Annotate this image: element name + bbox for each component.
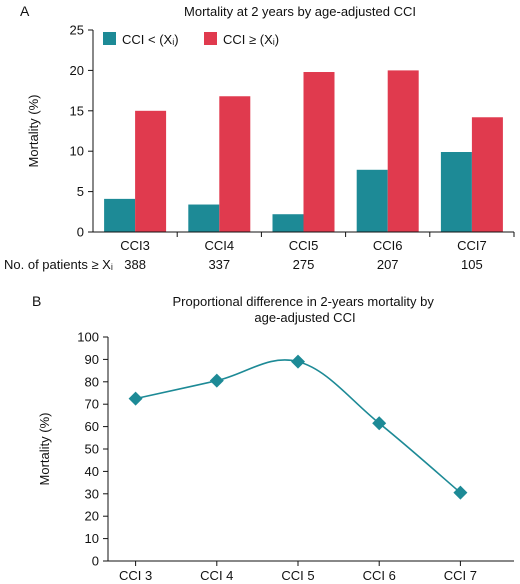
panel-b-x-tick-label: CCI 6 <box>363 568 396 583</box>
legend-label-cci-lt: CCI < (Xᵢ) <box>122 32 179 47</box>
legend-swatch-cci-ge <box>204 32 217 45</box>
bar-cci-lt-cci5 <box>272 214 304 232</box>
panel-b-y-tick-label: 80 <box>85 374 99 389</box>
bar-cci-lt-cci4 <box>188 204 220 232</box>
panel-a-x-axis: CCI3 CCI4 CCI5 CCI6 CCI7 <box>120 232 515 253</box>
panel-b-y-axis: 0 10 20 30 40 50 60 70 80 90 100 <box>77 330 108 569</box>
panel-b-y-tick-label: 100 <box>77 330 99 345</box>
legend-label-cci-ge: CCI ≥ (Xᵢ) <box>223 32 279 47</box>
panel-b-y-tick-label: 10 <box>85 531 99 546</box>
panel-b-y-tick-label: 40 <box>85 464 99 479</box>
patients-count: 207 <box>377 257 399 272</box>
patients-row: 388 337 275 207 105 <box>124 257 483 272</box>
panel-a-bars <box>104 70 503 233</box>
panel-a: A Mortality at 2 years by age-adjusted C… <box>4 3 515 272</box>
panel-a-y-tick-label: 0 <box>77 225 84 240</box>
bar-cci-ge-cci4 <box>219 96 251 232</box>
panel-a-y-tick-label: 25 <box>70 23 84 38</box>
panel-b-series-line <box>135 359 461 494</box>
panel-a-label: A <box>20 3 30 19</box>
panel-b: B Proportional difference in 2-years mor… <box>32 293 514 583</box>
panel-a-x-tick-label: CCI5 <box>289 238 319 253</box>
patients-count: 337 <box>208 257 230 272</box>
panel-b-y-tick-label: 20 <box>85 509 99 524</box>
point-marker-cci4 <box>209 373 224 388</box>
panel-b-y-tick-label: 0 <box>92 554 99 569</box>
panel-b-x-axis: CCI 3 CCI 4 CCI 5 CCI 6 CCI 7 <box>119 561 477 583</box>
bar-cci-ge-cci5 <box>303 72 335 233</box>
bar-cci-ge-cci6 <box>387 70 419 233</box>
panel-a-x-tick-label: CCI7 <box>457 238 487 253</box>
patients-count: 105 <box>461 257 483 272</box>
patients-count: 275 <box>293 257 315 272</box>
panel-a-y-axis: 0 5 10 15 20 25 <box>70 23 93 240</box>
panel-a-title: Mortality at 2 years by age-adjusted CCI <box>184 4 416 19</box>
panel-a-y-tick-label: 5 <box>77 184 84 199</box>
panel-a-ylabel: Mortality (%) <box>26 95 41 168</box>
bar-cci-lt-cci6 <box>356 169 388 232</box>
bar-cci-ge-cci7 <box>471 117 503 232</box>
panel-b-ylabel: Mortality (%) <box>37 413 52 486</box>
panel-b-x-tick-label: CCI 4 <box>200 568 233 583</box>
panel-b-y-tick-label: 30 <box>85 486 99 501</box>
panel-b-x-tick-label: CCI 3 <box>119 568 152 583</box>
point-marker-cci7 <box>453 485 468 500</box>
panel-b-label: B <box>32 293 41 309</box>
panel-b-x-tick-label: CCI 5 <box>281 568 314 583</box>
bar-cci-lt-cci7 <box>440 152 472 232</box>
panel-a-x-tick-label: CCI3 <box>120 238 150 253</box>
panel-b-y-tick-label: 70 <box>85 397 99 412</box>
point-marker-cci6 <box>372 416 387 431</box>
point-marker-cci5 <box>291 354 305 369</box>
patients-count: 388 <box>124 257 146 272</box>
panel-b-title: Proportional difference in 2-years morta… <box>173 294 438 325</box>
panel-a-y-tick-label: 10 <box>70 144 84 159</box>
panel-b-markers <box>128 354 468 500</box>
panel-a-y-tick-label: 20 <box>70 63 84 78</box>
legend-swatch-cci-lt <box>103 32 116 45</box>
panel-b-y-tick-label: 50 <box>85 442 99 457</box>
point-marker-cci3 <box>128 391 143 406</box>
bar-cci-ge-cci3 <box>135 110 167 232</box>
panel-a-y-tick-label: 15 <box>70 103 84 118</box>
panel-b-x-tick-label: CCI 7 <box>444 568 477 583</box>
patients-row-label: No. of patients ≥ Xᵢ <box>4 257 113 272</box>
panel-a-x-tick-label: CCI6 <box>373 238 403 253</box>
bar-cci-lt-cci3 <box>104 198 136 232</box>
panel-b-y-tick-label: 60 <box>85 419 99 434</box>
panel-a-legend: CCI < (Xᵢ) CCI ≥ (Xᵢ) <box>103 32 279 47</box>
panel-b-y-tick-label: 90 <box>85 352 99 367</box>
panel-a-x-tick-label: CCI4 <box>204 238 234 253</box>
